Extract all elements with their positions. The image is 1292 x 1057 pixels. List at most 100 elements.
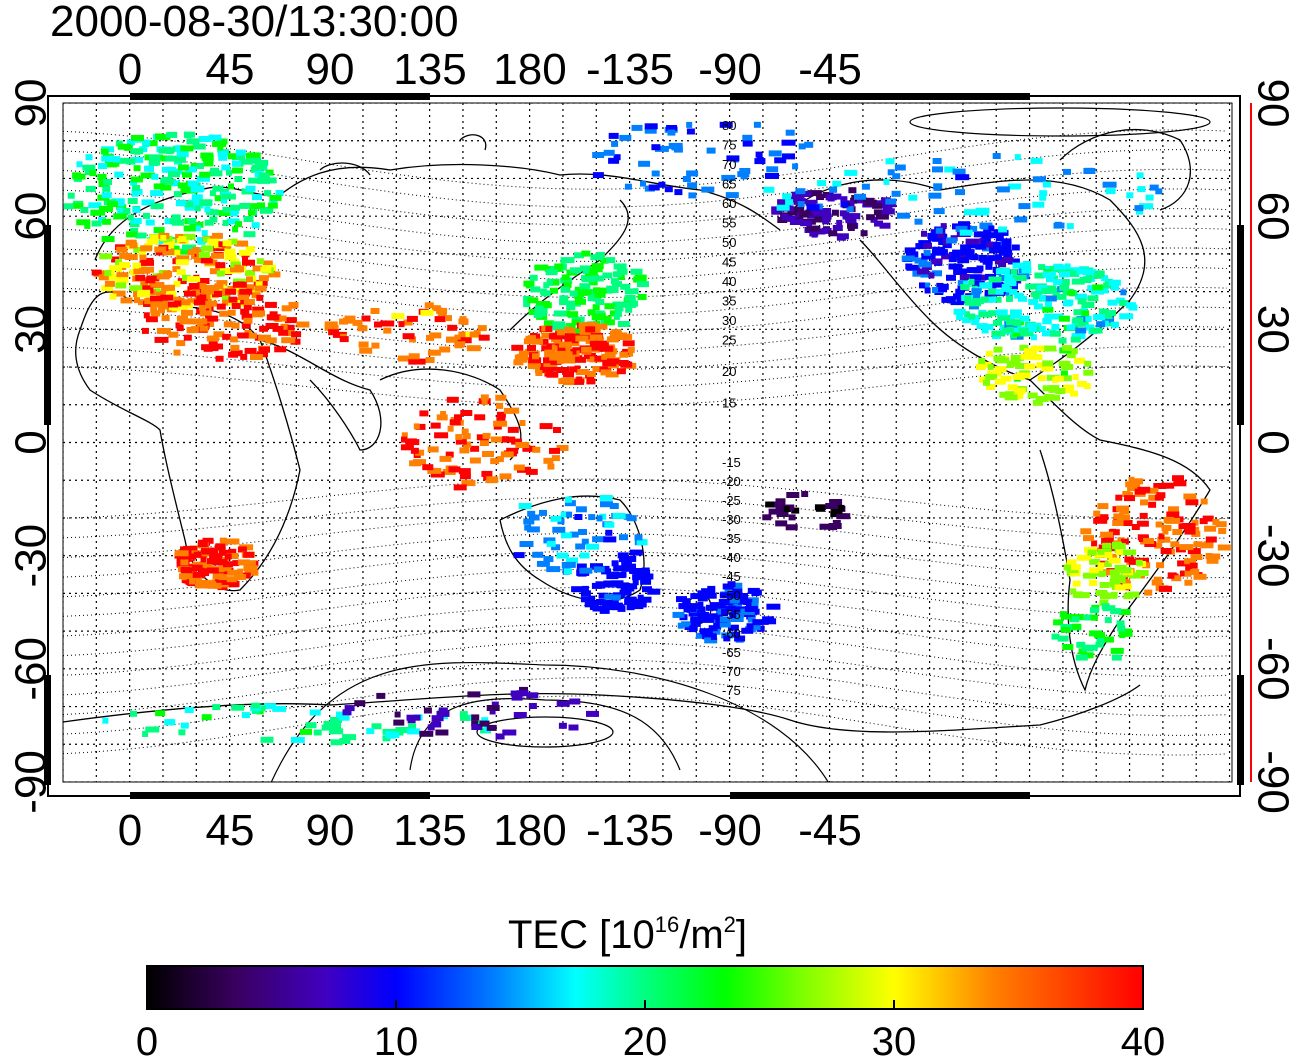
- tec-cell: [996, 245, 1006, 252]
- tec-cell: [459, 447, 470, 454]
- tec-cell: [1035, 396, 1049, 402]
- tec-cell: [1155, 521, 1163, 528]
- tec-cell: [1205, 536, 1217, 543]
- tec-cell: [688, 192, 697, 199]
- tec-cell: [184, 548, 193, 555]
- tec-cell: [406, 728, 420, 735]
- tec-cell: [478, 334, 490, 341]
- tec-cell: [1012, 275, 1027, 281]
- tec-cell: [791, 507, 800, 514]
- tec-cell: [1052, 313, 1064, 320]
- tec-cell: [1190, 554, 1203, 560]
- tec-cell: [1184, 579, 1193, 586]
- tec-cell: [206, 335, 219, 342]
- tec-cell: [836, 513, 851, 520]
- tec-cell: [1009, 309, 1022, 316]
- tec-cell: [1153, 483, 1167, 489]
- tec-cell: [1124, 495, 1135, 502]
- tec-cell: [617, 321, 630, 327]
- tec-cell: [996, 186, 1010, 193]
- tec-cell: [630, 268, 643, 275]
- tec-cell: [241, 313, 253, 320]
- tec-cell: [1092, 284, 1104, 291]
- right-tick-label: 0: [1248, 430, 1292, 454]
- tec-cell: [178, 236, 187, 243]
- tec-cell: [527, 297, 539, 304]
- tec-cell: [619, 134, 632, 141]
- tec-cell: [540, 290, 551, 297]
- tec-cell: [1148, 501, 1157, 508]
- tec-cell: [1185, 565, 1193, 572]
- tec-cell: [1054, 375, 1064, 382]
- tec-cell: [427, 446, 439, 453]
- tec-cell: [226, 218, 240, 225]
- tec-cell: [177, 278, 187, 285]
- tec-cell: [434, 316, 446, 323]
- tec-cell: [231, 167, 243, 174]
- tec-cell: [153, 227, 165, 234]
- tec-cell: [766, 166, 779, 173]
- contour-label: 70: [722, 157, 736, 172]
- tec-cell: [592, 327, 601, 334]
- tec-cell: [210, 343, 223, 350]
- tec-cell: [997, 229, 1009, 236]
- tec-cell: [328, 329, 340, 336]
- tec-cell: [603, 536, 617, 543]
- tec-cell: [462, 433, 471, 440]
- tec-cell: [496, 456, 504, 463]
- tec-cell: [564, 568, 572, 575]
- tec-cell: [882, 208, 895, 215]
- tec-cell: [245, 246, 255, 253]
- tec-cell: [571, 319, 581, 326]
- tec-cell: [209, 554, 221, 561]
- tec-cell: [106, 156, 121, 163]
- tec-cell: [187, 276, 201, 283]
- tec-cell: [216, 303, 226, 310]
- tec-cell: [816, 194, 825, 200]
- tec-cell: [587, 295, 601, 302]
- tec-cell: [955, 174, 970, 181]
- tec-cell: [1089, 558, 1101, 565]
- tec-cell: [228, 238, 238, 245]
- tec-cell: [287, 324, 295, 331]
- tec-cell: [1095, 589, 1108, 596]
- tec-cell: [188, 553, 197, 560]
- tec-cell: [486, 476, 499, 483]
- tec-cell: [854, 193, 866, 200]
- tec-cell: [1004, 394, 1018, 401]
- tec-cell: [130, 228, 139, 234]
- bottom-tick-label: -135: [586, 806, 674, 855]
- tec-cell: [688, 610, 700, 617]
- tec-cell: [134, 297, 140, 304]
- tec-cell: [131, 156, 144, 163]
- tec-cell: [173, 191, 182, 198]
- tec-cell: [522, 445, 536, 452]
- tec-cell: [998, 275, 1009, 281]
- tec-cell: [1044, 313, 1057, 320]
- tec-cell: [1101, 603, 1110, 610]
- tec-cell: [731, 606, 746, 613]
- tec-cell: [591, 263, 604, 270]
- tec-cell: [507, 426, 519, 433]
- tec-cell: [918, 261, 932, 268]
- tec-cell: [957, 280, 968, 287]
- tec-cell: [1131, 478, 1144, 485]
- tec-cell: [602, 360, 617, 367]
- tec-cell: [1191, 519, 1199, 526]
- tec-cell: [563, 371, 574, 378]
- tec-cell: [907, 251, 919, 258]
- left-tick-label: 90: [7, 79, 56, 128]
- tec-cell: [599, 494, 613, 501]
- tec-cell: [460, 714, 469, 721]
- tec-cell: [979, 282, 993, 289]
- tec-cell: [586, 543, 600, 550]
- tec-cell: [798, 211, 809, 218]
- right-tick-label: 60: [1248, 192, 1292, 241]
- tec-cell: [204, 206, 211, 213]
- tec-cell: [275, 190, 284, 196]
- tec-cell: [1007, 258, 1020, 265]
- tec-cell: [608, 157, 620, 164]
- tec-cell: [1018, 203, 1031, 210]
- tec-cell: [222, 333, 232, 340]
- tec-cell: [1058, 360, 1070, 367]
